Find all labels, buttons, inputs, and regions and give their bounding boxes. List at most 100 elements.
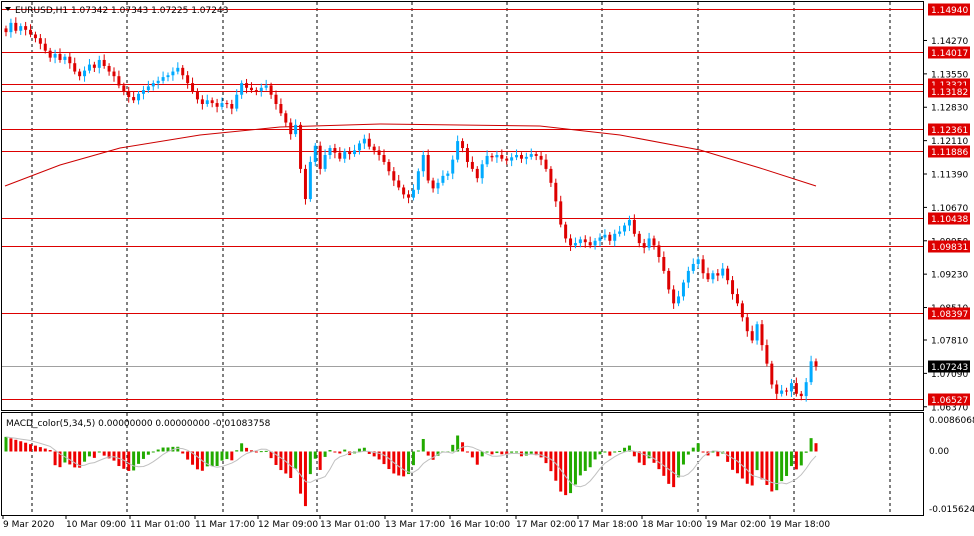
bear-candle[interactable] xyxy=(583,239,587,243)
bear-candle[interactable] xyxy=(539,155,543,160)
bear-candle[interactable] xyxy=(43,43,47,51)
bull-candle[interactable] xyxy=(240,83,244,95)
bull-candle[interactable] xyxy=(323,155,327,169)
bear-candle[interactable] xyxy=(716,273,720,276)
bull-candle[interactable] xyxy=(411,189,415,198)
bull-candle[interactable] xyxy=(686,270,690,283)
bear-candle[interactable] xyxy=(284,113,288,123)
bull-candle[interactable] xyxy=(141,90,145,94)
bear-candle[interactable] xyxy=(814,361,818,367)
bull-candle[interactable] xyxy=(220,103,224,107)
bear-candle[interactable] xyxy=(24,26,28,30)
bear-candle[interactable] xyxy=(254,90,258,92)
bear-candle[interactable] xyxy=(470,161,474,169)
bull-candle[interactable] xyxy=(696,259,700,264)
bear-candle[interactable] xyxy=(78,71,82,77)
bear-candle[interactable] xyxy=(500,155,504,159)
bear-candle[interactable] xyxy=(318,145,322,169)
bear-candle[interactable] xyxy=(377,150,381,155)
bull-candle[interactable] xyxy=(480,164,484,179)
bear-candle[interactable] xyxy=(662,257,666,271)
bull-candle[interactable] xyxy=(441,175,445,183)
indicator-header[interactable]: MACD_color(5,34,5) 0.00000000 0.00000000… xyxy=(6,419,271,429)
bear-candle[interactable] xyxy=(29,29,33,35)
bear-candle[interactable] xyxy=(274,94,278,104)
bear-candle[interactable] xyxy=(402,187,406,195)
bear-candle[interactable] xyxy=(657,245,661,257)
bull-candle[interactable] xyxy=(83,70,87,77)
bull-candle[interactable] xyxy=(313,145,317,162)
candlesticks[interactable] xyxy=(4,17,818,402)
bear-candle[interactable] xyxy=(249,87,253,91)
bear-candle[interactable] xyxy=(637,233,641,244)
bull-candle[interactable] xyxy=(711,273,715,280)
bull-candle[interactable] xyxy=(176,67,180,72)
bear-candle[interactable] xyxy=(333,148,337,153)
bull-candle[interactable] xyxy=(446,173,450,176)
bear-candle[interactable] xyxy=(726,268,730,281)
bear-candle[interactable] xyxy=(475,168,479,179)
bear-candle[interactable] xyxy=(289,122,293,135)
bear-candle[interactable] xyxy=(554,182,558,202)
bull-candle[interactable] xyxy=(87,64,91,71)
bull-candle[interactable] xyxy=(515,155,519,158)
bull-candle[interactable] xyxy=(146,86,150,91)
bull-candle[interactable] xyxy=(328,148,332,155)
bear-candle[interactable] xyxy=(230,104,234,109)
bear-candle[interactable] xyxy=(632,219,636,234)
bull-candle[interactable] xyxy=(681,282,685,297)
bull-candle[interactable] xyxy=(451,159,455,174)
bear-candle[interactable] xyxy=(667,270,671,290)
bear-candle[interactable] xyxy=(431,180,435,189)
bear-candle[interactable] xyxy=(92,64,96,68)
bull-candle[interactable] xyxy=(235,94,239,109)
bear-candle[interactable] xyxy=(279,104,283,114)
bear-candle[interactable] xyxy=(745,317,749,332)
bear-candle[interactable] xyxy=(407,194,411,198)
bull-candle[interactable] xyxy=(598,237,602,241)
bull-candle[interactable] xyxy=(421,155,425,172)
bull-candle[interactable] xyxy=(495,155,499,158)
bull-candle[interactable] xyxy=(691,263,695,271)
bull-candle[interactable] xyxy=(353,150,357,155)
bull-candle[interactable] xyxy=(156,80,160,84)
bear-candle[interactable] xyxy=(122,85,126,92)
bull-candle[interactable] xyxy=(308,161,312,200)
bear-candle[interactable] xyxy=(461,141,465,149)
bear-candle[interactable] xyxy=(127,91,131,98)
bear-candle[interactable] xyxy=(38,38,42,44)
bear-candle[interactable] xyxy=(505,158,509,161)
bear-candle[interactable] xyxy=(731,280,735,295)
bull-candle[interactable] xyxy=(171,71,175,76)
bear-candle[interactable] xyxy=(775,384,779,394)
bull-candle[interactable] xyxy=(524,156,528,159)
bear-candle[interactable] xyxy=(186,75,190,84)
bull-candle[interactable] xyxy=(623,225,627,232)
bear-candle[interactable] xyxy=(200,99,204,104)
bull-candle[interactable] xyxy=(529,154,533,157)
bear-candle[interactable] xyxy=(245,83,249,88)
bear-candle[interactable] xyxy=(191,83,195,92)
bear-candle[interactable] xyxy=(672,289,676,304)
bear-candle[interactable] xyxy=(372,146,376,151)
bull-candle[interactable] xyxy=(573,243,577,246)
bear-candle[interactable] xyxy=(387,161,391,172)
bull-candle[interactable] xyxy=(264,85,268,88)
bear-candle[interactable] xyxy=(794,383,798,394)
bull-candle[interactable] xyxy=(485,155,489,165)
bear-candle[interactable] xyxy=(14,22,18,31)
bull-candle[interactable] xyxy=(362,138,366,144)
bear-candle[interactable] xyxy=(490,155,494,158)
bull-candle[interactable] xyxy=(205,100,209,104)
bull-candle[interactable] xyxy=(809,361,813,383)
bear-candle[interactable] xyxy=(348,151,352,155)
bear-candle[interactable] xyxy=(112,71,116,77)
bull-candle[interactable] xyxy=(618,231,622,234)
bear-candle[interactable] xyxy=(181,67,185,76)
bear-candle[interactable] xyxy=(397,180,401,188)
bear-candle[interactable] xyxy=(210,100,214,104)
bear-candle[interactable] xyxy=(117,76,121,86)
bear-candle[interactable] xyxy=(706,273,710,280)
bear-candle[interactable] xyxy=(102,59,106,66)
bull-candle[interactable] xyxy=(294,124,298,135)
